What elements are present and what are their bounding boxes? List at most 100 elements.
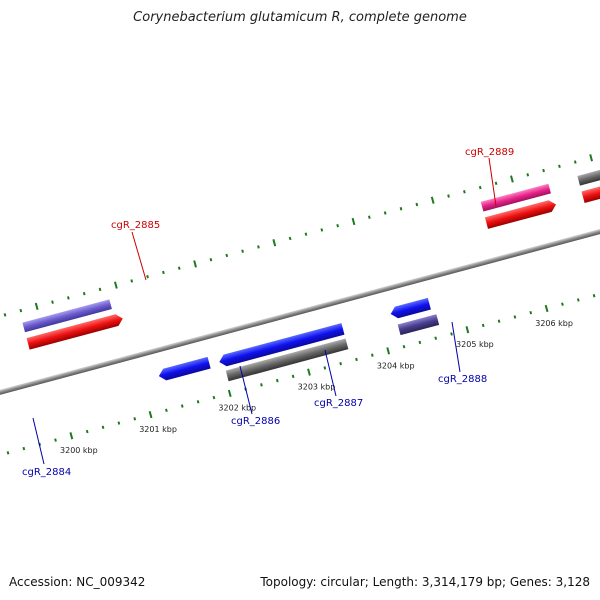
outer-minor-tick (67, 296, 70, 300)
inner-minor-tick (101, 425, 105, 430)
tick-label: 3205 kbp (456, 340, 494, 349)
cog-band-cgR_2888 (397, 314, 440, 336)
map-title: Corynebacterium glutamicum R, complete g… (133, 10, 467, 25)
tick-label: 3200 kbp (60, 446, 98, 455)
inner-minor-tick (576, 298, 580, 302)
outer-minor-tick (573, 160, 577, 164)
outer-major-tick (272, 239, 277, 247)
outer-minor-tick (225, 253, 229, 258)
outer-major-tick (351, 217, 356, 226)
cog-band-cgR_2887 (225, 338, 349, 382)
outer-minor-tick (447, 194, 450, 198)
outer-minor-tick (383, 211, 387, 215)
inner-minor-tick (370, 353, 374, 357)
inner-minor-tick (291, 374, 295, 379)
gene-label-cgR_2889[interactable]: cgR_2889 (465, 147, 514, 158)
inner-minor-tick (196, 400, 200, 404)
gene-label-cgR_2888[interactable]: cgR_2888 (438, 374, 487, 385)
callout-line-cgR_2888 (451, 321, 461, 373)
inner-minor-tick (355, 357, 358, 362)
outer-minor-tick (162, 270, 165, 275)
outer-minor-tick (288, 236, 292, 241)
tick-label: 3206 kbp (535, 319, 573, 328)
inner-minor-tick (434, 336, 438, 340)
callout-line-cgR_2889 (488, 157, 497, 207)
outer-minor-tick (558, 164, 561, 169)
inner-minor-tick (481, 323, 485, 328)
outer-major-tick (34, 302, 39, 311)
gene-label-cgR_2886[interactable]: cgR_2886 (231, 416, 280, 427)
inner-minor-tick (513, 315, 517, 319)
inner-minor-tick (85, 429, 89, 434)
cds-cgR_2885[interactable] (26, 313, 125, 350)
inner-major-tick (386, 347, 391, 355)
outer-minor-tick (209, 257, 213, 262)
outer-major-tick (193, 260, 197, 268)
outer-minor-tick (320, 228, 324, 232)
gene-label-cgR_2885[interactable]: cgR_2885 (111, 220, 160, 231)
outer-minor-tick (415, 202, 419, 207)
inner-minor-tick (165, 408, 168, 413)
inner-major-tick (148, 410, 153, 419)
inner-major-tick (307, 368, 311, 376)
callout-line-cgR_2886 (239, 365, 253, 415)
inner-minor-tick (275, 378, 279, 383)
gene-label-cgR_2887[interactable]: cgR_2887 (314, 398, 363, 409)
cds-cgR_2888[interactable] (389, 297, 431, 320)
inner-minor-tick (418, 340, 422, 345)
cds-cgR_2886[interactable] (157, 356, 211, 382)
cog-band-next-gene (577, 150, 600, 186)
cog-band-cgR_2885 (22, 299, 112, 333)
outer-minor-tick (3, 313, 7, 317)
inner-minor-tick (592, 294, 596, 298)
inner-minor-tick (450, 332, 453, 336)
genome-backbone (0, 153, 600, 443)
gene-label-cgR_2884[interactable]: cgR_2884 (22, 467, 71, 478)
outer-minor-tick (241, 249, 244, 253)
outer-minor-tick (399, 207, 403, 211)
outer-minor-tick (463, 190, 466, 194)
cds-cgR_2887[interactable] (218, 323, 345, 368)
inner-minor-tick (6, 451, 10, 455)
tick-labels: 3200 kbp 3201 kbp 3202 kbp 3203 kbp 3204 kbp… (60, 319, 573, 455)
inner-minor-tick (54, 438, 57, 442)
outer-major-tick (430, 196, 435, 204)
callout-line-cgR_2887 (324, 349, 337, 397)
accession-text: Accession: NC_009342 (9, 575, 146, 589)
outer-minor-tick (257, 245, 260, 249)
outer-tick-track (3, 154, 593, 317)
inner-minor-tick (260, 383, 263, 387)
outer-minor-tick (526, 173, 530, 177)
inner-minor-tick (561, 302, 564, 306)
outer-major-tick (589, 154, 593, 162)
tick-label: 3203 kbp (298, 383, 336, 392)
tick-label: 3202 kbp (218, 404, 256, 413)
inner-minor-tick (22, 446, 26, 451)
inner-major-tick (465, 326, 470, 334)
inner-major-tick (227, 389, 232, 397)
outer-minor-tick (130, 279, 134, 283)
outer-minor-tick (146, 274, 149, 279)
outer-minor-tick (51, 300, 54, 304)
outer-major-tick (114, 281, 118, 289)
outer-minor-tick (304, 232, 308, 236)
inner-minor-tick (180, 404, 184, 408)
cds-cgR_2889[interactable] (484, 199, 558, 229)
genome-summary-text: Topology: circular; Length: 3,314,179 bp… (260, 575, 590, 589)
callout-line-cgR_2885 (131, 231, 147, 281)
inner-major-tick (544, 304, 549, 313)
inner-minor-tick (529, 311, 533, 315)
outer-minor-tick (494, 181, 498, 185)
outer-minor-tick (336, 224, 340, 228)
inner-minor-tick (497, 319, 501, 323)
outer-minor-tick (478, 185, 482, 190)
outer-minor-tick (177, 266, 181, 270)
inner-minor-tick (212, 395, 216, 400)
inner-minor-tick (339, 361, 343, 366)
outer-minor-tick (98, 287, 102, 292)
outer-minor-tick (19, 308, 23, 313)
inner-minor-tick (133, 417, 137, 421)
inner-minor-tick (323, 366, 327, 370)
tick-label: 3204 kbp (377, 361, 415, 370)
